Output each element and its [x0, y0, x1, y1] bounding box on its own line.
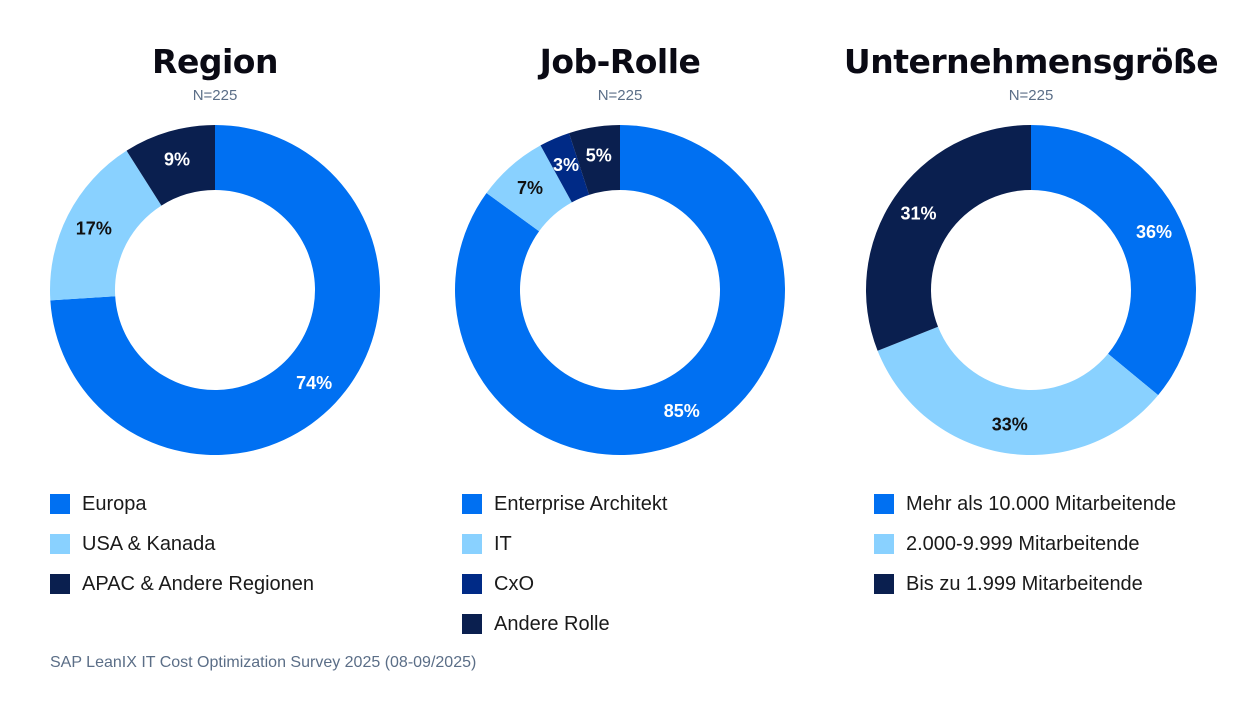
legend-label: Enterprise Architekt [494, 492, 668, 515]
data-label-enterprise-architekt: 85% [664, 401, 700, 421]
legend-label: 2.000-9.999 Mitarbeitende [906, 532, 1140, 555]
donut-chart-job-role: 85% 7% 3% 5% [455, 125, 785, 455]
donut-slice-apac-andere-regionen [126, 125, 215, 206]
legend: Enterprise Architekt IT CxO Andere Rolle [462, 484, 667, 644]
chart-job-role: Job-Rolle N=225 85% 7% 3% 5% Enterprise Arc… [420, 0, 820, 650]
chart-subtitle: N=225 [192, 87, 238, 104]
donut-slice-it [486, 145, 572, 232]
data-label-apac-andere-regionen: 9% [164, 149, 190, 169]
legend: Mehr als 10.000 Mitarbeitende 2.000-9.999… [874, 484, 1176, 604]
legend-item-usa-kanada: USA & Kanada [50, 524, 314, 564]
donut-chart-region: 74% 17% 9% [50, 125, 380, 455]
chart-subtitle: N=225 [597, 87, 643, 104]
data-label-2-000-9-999-mitarbeitende: 33% [992, 414, 1028, 434]
legend-label: APAC & Andere Regionen [82, 572, 315, 595]
source-footnote: SAP LeanIX IT Cost Optimization Survey 2… [50, 654, 477, 671]
donut-chart-company-size: 36% 33% 31% [866, 125, 1196, 456]
legend-item-europa: Europa [50, 484, 314, 524]
legend-swatch [874, 534, 894, 554]
legend-swatch [50, 574, 70, 594]
legend-label: Mehr als 10.000 Mitarbeitende [906, 492, 1177, 515]
legend-item-mehr-als-10-000-mitarbeitende: Mehr als 10.000 Mitarbeitende [874, 484, 1176, 524]
legend-item-apac-andere-regionen: APAC & Andere Regionen [50, 564, 314, 604]
donut-slice-mehr-als-10-000-mitarbeitende [1031, 125, 1196, 396]
data-label-andere-rolle: 5% [586, 146, 612, 166]
legend-swatch [874, 574, 894, 594]
donut-slice-bis-zu-1-999-mitarbeitende [866, 125, 1031, 351]
donut-slice-europa [50, 125, 380, 455]
legend-label: Bis zu 1.999 Mitarbeitende [906, 572, 1143, 595]
legend-item-cxo: CxO [462, 564, 667, 604]
chart-region: Region N=225 74% 17% 9% Europa USA & Kanada… [15, 0, 415, 650]
legend-swatch [462, 574, 482, 594]
donut-slice-enterprise-architekt [455, 125, 785, 455]
donut-slice-cxo [540, 133, 590, 203]
legend-swatch [50, 494, 70, 514]
legend-item-andere-rolle: Andere Rolle [462, 604, 667, 644]
legend-item-bis-zu-1-999-mitarbeitende: Bis zu 1.999 Mitarbeitende [874, 564, 1176, 604]
donut-slice-usa-kanada [50, 150, 162, 301]
chart-title: Job-Rolle [539, 42, 701, 81]
data-label-europa: 74% [296, 373, 332, 393]
data-label-usa-kanada: 17% [76, 218, 112, 238]
data-label-bis-zu-1-999-mitarbeitende: 31% [901, 204, 937, 224]
legend-item-enterprise-architekt: Enterprise Architekt [462, 484, 667, 524]
data-label-mehr-als-10-000-mitarbeitende: 36% [1136, 222, 1172, 242]
data-label-it: 7% [517, 178, 543, 198]
data-label-cxo: 3% [553, 155, 579, 175]
legend-item-2-000-9-999-mitarbeitende: 2.000-9.999 Mitarbeitende [874, 524, 1176, 564]
legend-swatch [462, 614, 482, 634]
legend-label: CxO [494, 572, 534, 595]
legend-swatch [50, 534, 70, 554]
chart-title: Region [152, 42, 278, 81]
legend-label: USA & Kanada [82, 532, 216, 555]
legend-item-it: IT [462, 524, 667, 564]
legend-swatch [874, 494, 894, 514]
chart-subtitle: N=225 [1008, 87, 1054, 104]
donut-slice-2-000-9-999-mitarbeitende [877, 326, 1159, 456]
chart-title: Unternehmensgröße [843, 42, 1219, 81]
legend-label: IT [494, 532, 512, 555]
legend-swatch [462, 534, 482, 554]
legend: Europa USA & Kanada APAC & Andere Regionen [50, 484, 314, 604]
legend-label: Europa [82, 492, 147, 515]
donut-slice-andere-rolle [569, 125, 620, 195]
legend-swatch [462, 494, 482, 514]
chart-company-size: Unternehmensgröße N=225 36% 33% 31% Mehr a… [831, 0, 1231, 650]
legend-label: Andere Rolle [494, 612, 610, 635]
